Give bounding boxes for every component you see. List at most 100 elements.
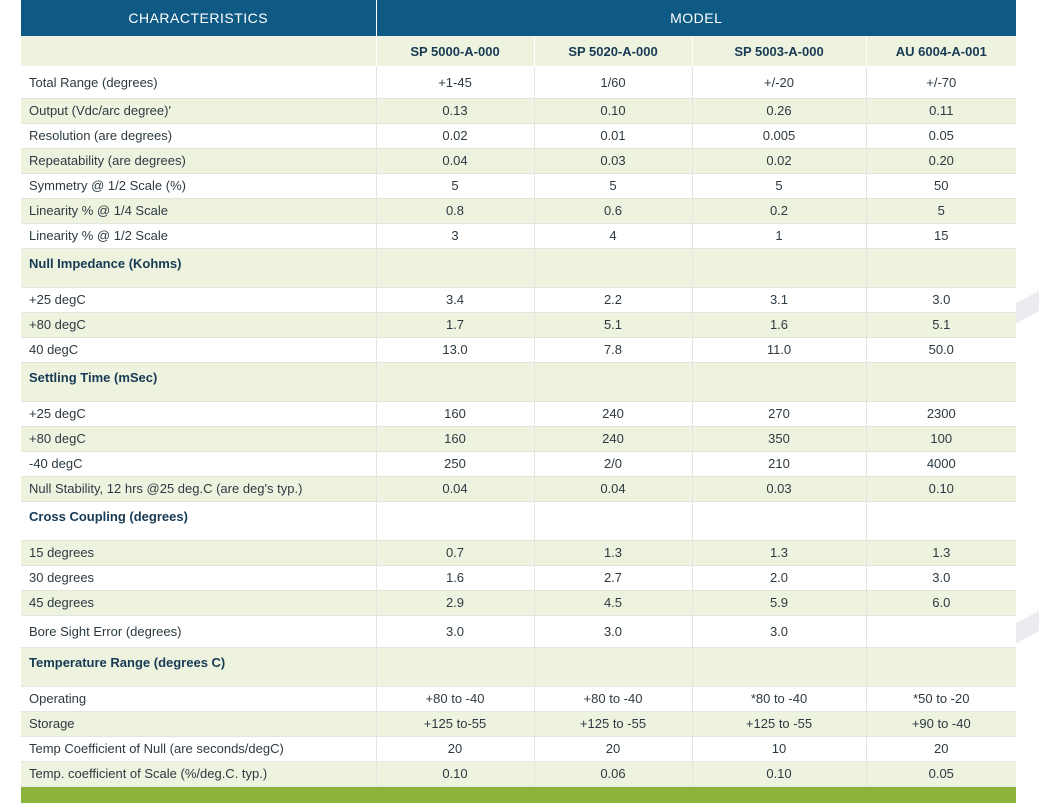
value-cell xyxy=(866,362,1017,402)
value-cell xyxy=(692,248,867,288)
row-label: Temp. coefficient of Scale (%/deg.C. typ… xyxy=(21,761,377,787)
value-cell: +125 to -55 xyxy=(534,711,693,737)
value-cell: 350 xyxy=(692,426,867,452)
value-cell: 0.26 xyxy=(692,98,867,124)
value-cell: 5.9 xyxy=(692,590,867,616)
model-name: SP 5003-A-000 xyxy=(692,36,867,67)
table-row: Temp Coefficient of Null (are seconds/de… xyxy=(21,736,1017,762)
value-cell xyxy=(534,248,693,288)
value-cell: 0.10 xyxy=(692,761,867,787)
value-cell: 2/0 xyxy=(534,451,693,477)
model-name: SP 5000-A-000 xyxy=(376,36,535,67)
value-cell: 0.05 xyxy=(866,123,1017,149)
row-label: -40 degC xyxy=(21,451,377,477)
value-cell: 2300 xyxy=(866,401,1017,427)
value-cell: 2.7 xyxy=(534,565,693,591)
value-cell: 0.05 xyxy=(866,761,1017,787)
value-cell: 0.04 xyxy=(376,148,535,174)
value-cell: 160 xyxy=(376,401,535,427)
value-cell xyxy=(376,248,535,288)
section-label: Settling Time (mSec) xyxy=(21,362,377,402)
value-cell xyxy=(866,248,1017,288)
section-row: Cross Coupling (degrees) xyxy=(21,501,1017,541)
row-label: +25 degC xyxy=(21,401,377,427)
value-cell xyxy=(866,615,1017,648)
table-header-row: CHARACTERISTICS MODEL xyxy=(21,0,1017,36)
table-row: Operating +80 to -40 +80 to -40 *80 to -40 *… xyxy=(21,686,1017,712)
value-cell: 5 xyxy=(534,173,693,199)
table-row: Storage +125 to-55 +125 to -55 +125 to -55 +… xyxy=(21,711,1017,737)
table-row: -40 degC 250 2/0 210 4000 xyxy=(21,451,1017,477)
footer-bar xyxy=(21,787,1016,803)
value-cell: 3 xyxy=(376,223,535,249)
row-label: 30 degrees xyxy=(21,565,377,591)
table-row: 30 degrees 1.6 2.7 2.0 3.0 xyxy=(21,565,1017,591)
value-cell xyxy=(866,647,1017,687)
value-cell: +/-20 xyxy=(692,66,867,99)
value-cell: +90 to -40 xyxy=(866,711,1017,737)
value-cell: 3.1 xyxy=(692,287,867,313)
row-label: Linearity % @ 1/4 Scale xyxy=(21,198,377,224)
value-cell: +/-70 xyxy=(866,66,1017,99)
value-cell: 15 xyxy=(866,223,1017,249)
value-cell xyxy=(376,647,535,687)
table-row: Temp. coefficient of Scale (%/deg.C. typ… xyxy=(21,761,1017,787)
value-cell: 5.1 xyxy=(534,312,693,338)
table-row: Null Stability, 12 hrs @25 deg.C (are de… xyxy=(21,476,1017,502)
table-row: Output (Vdc/arc degree)' 0.13 0.10 0.26 0.11 xyxy=(21,98,1017,124)
value-cell: 3.0 xyxy=(692,615,867,648)
value-cell: 1.3 xyxy=(692,540,867,566)
model-name: SP 5020-A-000 xyxy=(534,36,693,67)
value-cell: 3.0 xyxy=(866,565,1017,591)
spec-table: CHARACTERISTICS MODEL SP 5000-A-000 SP 5… xyxy=(21,0,1017,787)
value-cell: 20 xyxy=(534,736,693,762)
value-cell: +80 to -40 xyxy=(534,686,693,712)
value-cell: 0.01 xyxy=(534,123,693,149)
value-cell: 7.8 xyxy=(534,337,693,363)
table-row: +25 degC 3.4 2.2 3.1 3.0 xyxy=(21,287,1017,313)
value-cell: 5.1 xyxy=(866,312,1017,338)
value-cell: 0.10 xyxy=(866,476,1017,502)
value-cell xyxy=(534,647,693,687)
row-label: Bore Sight Error (degrees) xyxy=(21,615,377,648)
value-cell: 2.0 xyxy=(692,565,867,591)
model-header-spacer xyxy=(21,36,377,67)
value-cell: 1.3 xyxy=(534,540,693,566)
section-row: Settling Time (mSec) xyxy=(21,362,1017,402)
value-cell xyxy=(534,362,693,402)
value-cell: 0.13 xyxy=(376,98,535,124)
section-row: Null Impedance (Kohms) xyxy=(21,248,1017,288)
table-row: Resolution (are degrees) 0.02 0.01 0.005 0.0… xyxy=(21,123,1017,149)
value-cell: 3.0 xyxy=(534,615,693,648)
row-label: 40 degC xyxy=(21,337,377,363)
value-cell: 0.2 xyxy=(692,198,867,224)
row-label: Null Stability, 12 hrs @25 deg.C (are de… xyxy=(21,476,377,502)
value-cell xyxy=(376,362,535,402)
row-label: 45 degrees xyxy=(21,590,377,616)
row-label: Resolution (are degrees) xyxy=(21,123,377,149)
value-cell: 0.7 xyxy=(376,540,535,566)
row-label: Symmetry @ 1/2 Scale (%) xyxy=(21,173,377,199)
row-label: +80 degC xyxy=(21,312,377,338)
value-cell: +125 to -55 xyxy=(692,711,867,737)
value-cell xyxy=(376,501,535,541)
value-cell: 0.06 xyxy=(534,761,693,787)
value-cell: 160 xyxy=(376,426,535,452)
value-cell xyxy=(534,501,693,541)
value-cell: 3.4 xyxy=(376,287,535,313)
value-cell: 240 xyxy=(534,401,693,427)
value-cell: 5 xyxy=(692,173,867,199)
value-cell: 0.6 xyxy=(534,198,693,224)
value-cell xyxy=(692,501,867,541)
value-cell: 240 xyxy=(534,426,693,452)
value-cell: 270 xyxy=(692,401,867,427)
value-cell: 50.0 xyxy=(866,337,1017,363)
value-cell: +80 to -40 xyxy=(376,686,535,712)
value-cell: 0.20 xyxy=(866,148,1017,174)
row-label: Repeatability (are degrees) xyxy=(21,148,377,174)
value-cell: +1-45 xyxy=(376,66,535,99)
value-cell: 1.3 xyxy=(866,540,1017,566)
value-cell: 0.005 xyxy=(692,123,867,149)
value-cell: 5 xyxy=(376,173,535,199)
value-cell: 4.5 xyxy=(534,590,693,616)
